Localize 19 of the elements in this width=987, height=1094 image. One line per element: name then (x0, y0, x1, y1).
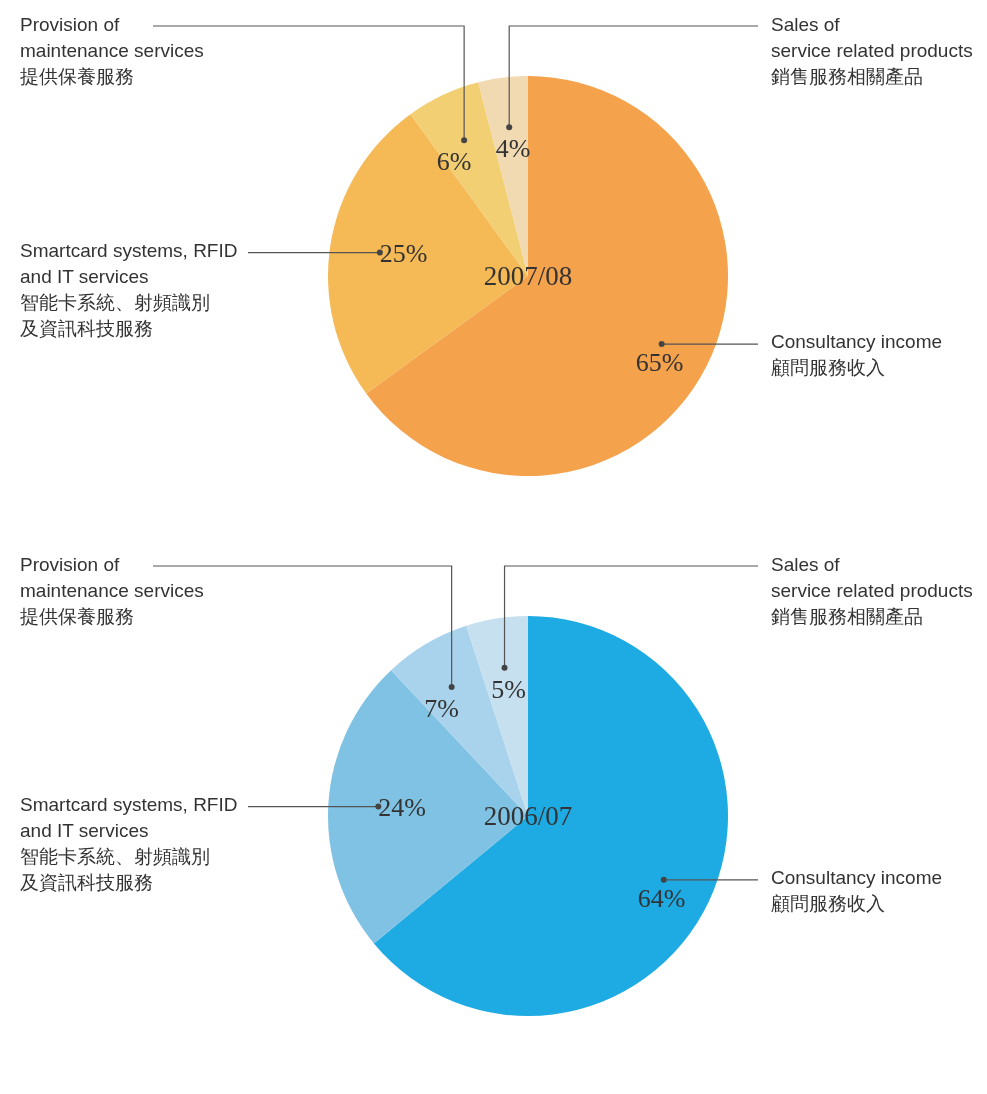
slice-label: Consultancy income 顧問服務收入 (771, 865, 943, 916)
data-label: 4% (495, 134, 531, 164)
data-label: 7% (424, 693, 459, 723)
data-label: 64% (637, 883, 686, 913)
slice-label: Sales of service related products 銷售服務相關產品 (771, 13, 973, 89)
pie-slice (373, 616, 728, 1016)
slice-label: Provision of maintenance services 提供保養服務 (20, 13, 204, 89)
data-label: 25% (379, 238, 428, 268)
slice-label: Smartcard systems, RFID and IT services 智能卡系統、射頻識別及資訊科技服務 (20, 792, 238, 895)
data-label: 6% (436, 147, 472, 177)
data-label: 65% (635, 348, 684, 378)
pie-slice (366, 76, 728, 476)
text: 2007/08 (483, 261, 573, 291)
data-label: 24% (378, 792, 426, 822)
slice-label: Sales of service related products 銷售服務相關產品 (771, 553, 973, 629)
slice-label: Smartcard systems, RFID and IT services 智能卡系統、射頻識別及資訊科技服務 (20, 238, 238, 341)
slice-label: Consultancy income 顧問服務收入 (771, 330, 943, 381)
slice-label: Provision of maintenance services 提供保養服務 (20, 553, 204, 629)
data-label: 5% (491, 674, 526, 704)
